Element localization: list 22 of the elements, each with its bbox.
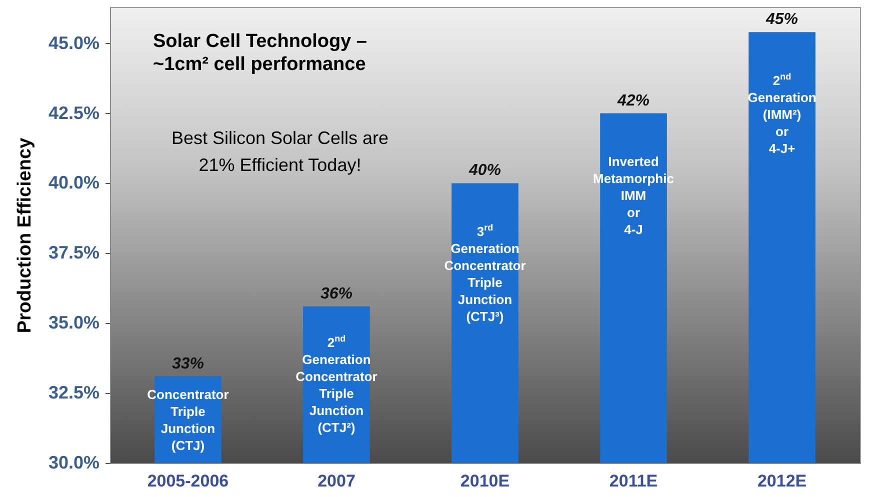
y-axis-title: Production Efficiency <box>14 137 36 334</box>
x-tick-label: 2011E <box>609 472 658 490</box>
data-label: 33% <box>172 355 204 372</box>
data-label: 42% <box>616 92 650 110</box>
y-tick-label: 30.0% <box>48 452 100 472</box>
x-tick-label: 2005-2006 <box>147 472 229 490</box>
y-tick-label: 32.5% <box>48 382 100 403</box>
text: Solar Cell Technology – ~1cm² cell performance <box>153 31 367 75</box>
y-tick-label: 40.0% <box>48 172 100 193</box>
annotation: Concentrator Triple Junction (CTJ) <box>147 386 229 454</box>
x-tick-label: 2012E <box>757 472 807 490</box>
data-label: 36% <box>320 285 352 302</box>
x-tick-label: 2010E <box>460 472 510 490</box>
y-tick-label: 37.5% <box>48 242 100 263</box>
y-tick-label: 35.0% <box>48 312 100 333</box>
y-tick-label: 45.0% <box>48 32 100 53</box>
annotation: 2$^{nd}$ Generation Concentrator Triple Junction (CTJ²) <box>296 333 378 436</box>
annotation: Best Silicon Solar Cells are 21% Efficient Today! <box>171 127 389 177</box>
data-label: 40% <box>468 162 502 180</box>
y-tick-label: 42.5% <box>48 102 100 123</box>
data-label: 45% <box>765 11 798 28</box>
x-tick-label: 2007 <box>318 472 356 490</box>
